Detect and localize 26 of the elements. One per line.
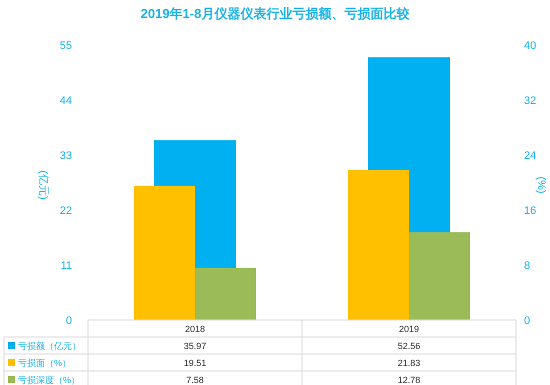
y-tick-label: 33	[60, 150, 72, 162]
y-axis-title: (亿元)	[37, 170, 49, 200]
y-tick-label: 44	[60, 95, 72, 107]
chart-title: 2019年1-8月仪器仪表行业亏损额、亏损面比较	[140, 6, 410, 21]
y-tick-label: 0	[66, 315, 72, 327]
legend-label: 亏损额（亿元）	[18, 341, 81, 351]
y2-tick-label: 32	[524, 95, 536, 107]
y2-tick-label: 0	[524, 315, 530, 327]
x-tick-label: 2018	[184, 324, 206, 334]
data-label: 7.58	[186, 375, 204, 385]
y-tick-label: 22	[60, 205, 72, 217]
y2-tick-label: 8	[524, 260, 530, 272]
x-tick-label: 2019	[398, 324, 420, 334]
data-label: 35.97	[184, 341, 206, 351]
data-label: 52.56	[398, 341, 420, 351]
y2-tick-label: 40	[524, 40, 536, 52]
data-label: 19.51	[184, 358, 206, 368]
legend-label: 亏损面（%）	[18, 358, 72, 368]
y2-tick-label: 24	[524, 150, 536, 162]
y2-tick-label: 16	[524, 205, 536, 217]
y-tick-label: 55	[60, 40, 72, 52]
y2-axis-title: (%)	[535, 176, 547, 194]
legend-label: 亏损深度（%）	[18, 375, 80, 385]
data-label: 12.78	[398, 375, 420, 385]
y-tick-label: 11	[60, 260, 72, 272]
data-label: 21.83	[398, 358, 420, 368]
